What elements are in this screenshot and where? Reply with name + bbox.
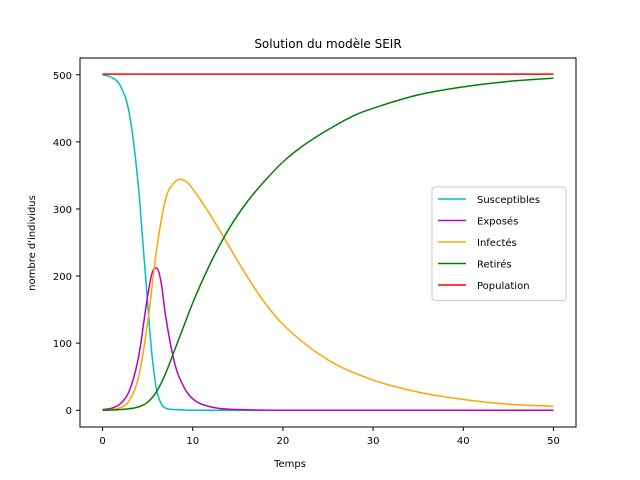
series-line-retir-s [102,77,554,411]
series-line-expos-s [102,267,554,411]
x-tick-label: 50 [547,436,560,447]
plot-frame [79,57,577,428]
x-tick-label: 10 [186,436,199,447]
y-axis: 0 100 200 300 400 500 [53,71,80,417]
legend-label: Infectés [477,237,517,249]
y-axis-title: nombre d'individus [27,195,38,291]
x-axis: 0 10 20 30 40 50 [99,427,560,447]
x-tick-label: 20 [277,436,290,447]
y-tick-label: 0 [66,406,72,417]
legend-label: Exposés [477,216,518,228]
series-line-infect-s [102,178,554,411]
y-tick-label: 200 [53,272,72,283]
legend-label: Retirés [477,259,512,271]
x-axis-title: Temps [273,459,306,470]
y-tick-label: 300 [53,205,72,216]
chart-title: Solution du modèle SEIR [254,37,401,51]
x-tick-label: 40 [457,436,470,447]
x-tick-label: 30 [367,436,380,447]
y-tick-label: 500 [53,71,72,82]
legend-box [431,186,567,301]
plot-lines [102,73,554,411]
legend-label: Susceptibles [477,195,540,206]
legend-label: Population [477,281,530,292]
x-tick-label: 0 [99,436,105,447]
y-tick-label: 400 [53,138,72,149]
legend: Susceptibles Exposés Infectés Retirés Popula… [431,186,567,301]
y-tick-label: 100 [53,339,72,350]
